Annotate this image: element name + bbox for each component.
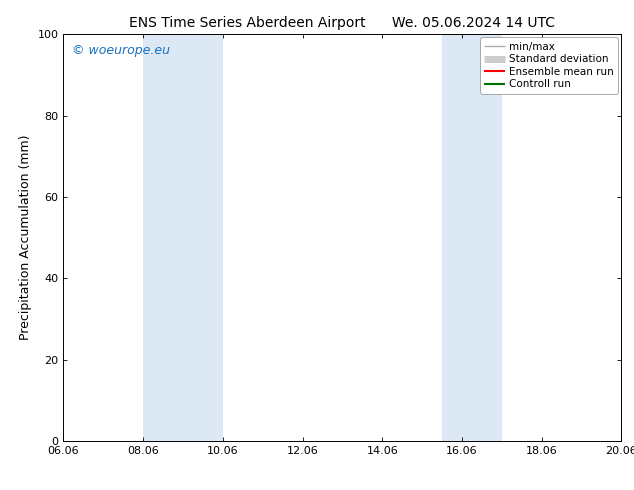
Legend: min/max, Standard deviation, Ensemble mean run, Controll run: min/max, Standard deviation, Ensemble me… (480, 37, 618, 94)
Bar (143, 34, 223, 441)
Y-axis label: Precipitation Accumulation (mm): Precipitation Accumulation (mm) (19, 135, 32, 341)
Text: © woeurope.eu: © woeurope.eu (72, 45, 170, 57)
Title: ENS Time Series Aberdeen Airport      We. 05.06.2024 14 UTC: ENS Time Series Aberdeen Airport We. 05.… (129, 16, 555, 30)
Bar (442, 34, 501, 441)
